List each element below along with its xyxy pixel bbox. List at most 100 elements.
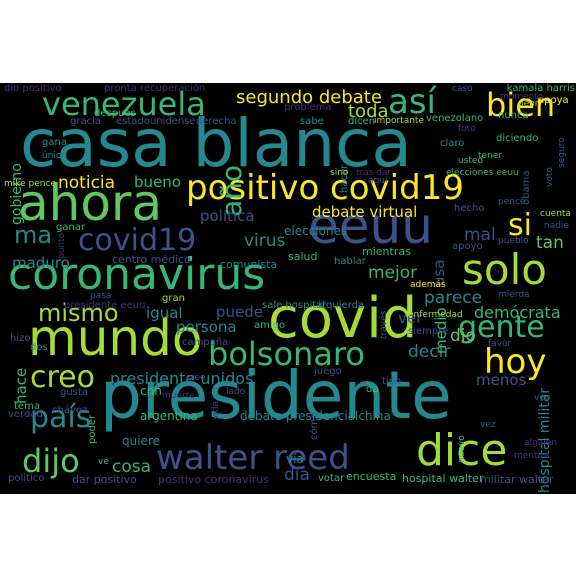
word-menos: menos bbox=[476, 371, 527, 389]
word-mierda: mierda bbox=[498, 290, 530, 300]
word-persona: persona bbox=[176, 318, 237, 336]
word-maduro: maduro bbox=[12, 254, 70, 272]
word-algaien: algaien bbox=[524, 438, 557, 448]
word-venezuela: venezuela bbox=[42, 85, 206, 123]
word-kamala-harris: kamala harris bbox=[506, 83, 575, 94]
word-dio-positivo: dio positivo bbox=[4, 83, 62, 94]
word-presidente-eeuu: presidente eeuu bbox=[64, 300, 146, 311]
word-poder: poder bbox=[87, 414, 98, 444]
word-claro: claro bbox=[440, 138, 465, 149]
word-hospital-walter: hospital walter bbox=[402, 472, 484, 485]
word-pais: país bbox=[30, 400, 92, 435]
word-veo: veo bbox=[534, 393, 551, 403]
word-bien: bien bbox=[486, 86, 556, 124]
word-caso: caso bbox=[452, 84, 473, 94]
word-cnn: cnn bbox=[140, 384, 162, 398]
word-usted: usted bbox=[458, 156, 484, 166]
word-dice: dice bbox=[416, 425, 508, 476]
word-covid19: covid19 bbox=[78, 223, 197, 258]
word-diciendo: diciendo bbox=[496, 133, 539, 144]
word-voto: voto bbox=[545, 167, 555, 187]
word-mismo: mismo bbox=[38, 299, 119, 327]
word-segundo-debate: segundo debate bbox=[236, 87, 382, 108]
word-decir: decir bbox=[408, 342, 451, 362]
word-cree: cree bbox=[186, 373, 206, 383]
word-peor: peor bbox=[518, 99, 539, 109]
word-salud: salud bbox=[288, 250, 318, 263]
word-foto: foto bbox=[458, 124, 476, 134]
word-punto: punto bbox=[57, 232, 67, 259]
word-mal: mal bbox=[464, 225, 496, 245]
word-hecho: hecho bbox=[454, 203, 485, 214]
word-encuesta: encuesta bbox=[346, 470, 397, 483]
word-da: da bbox=[366, 384, 379, 395]
word-dio: dio bbox=[450, 326, 476, 346]
word-sino: sino bbox=[330, 168, 349, 178]
word-votar: votar bbox=[318, 473, 345, 484]
word-elecciones: elecciones bbox=[284, 224, 348, 238]
word-bueno: bueno bbox=[134, 173, 181, 191]
word-tipo: tipo bbox=[382, 376, 402, 387]
word-creo: creo bbox=[30, 360, 95, 395]
word-gran: gran bbox=[162, 293, 185, 304]
word-ahora: ahora bbox=[18, 174, 163, 232]
word-casa-blanca: casa blanca bbox=[20, 105, 412, 182]
word-tras-dar: tras dar bbox=[356, 168, 392, 178]
word-hace: hace bbox=[12, 367, 30, 404]
word-ve: ve bbox=[98, 457, 109, 467]
word-juego: juego bbox=[314, 366, 342, 377]
word-chavez: chávez bbox=[52, 405, 88, 416]
word-dijo: dijo bbox=[22, 442, 80, 480]
word-noticia: noticia bbox=[58, 173, 116, 193]
word-walter-reed: walter reed bbox=[156, 438, 350, 478]
word-tener: tener bbox=[478, 151, 503, 161]
word-unico: único bbox=[42, 151, 67, 161]
word-amigo: amigo bbox=[254, 320, 286, 331]
word-nadie: nadie bbox=[544, 221, 569, 231]
word-democrata: demócrata bbox=[474, 303, 561, 322]
word-cosa: cosa bbox=[112, 457, 152, 477]
word-sale-hospital: sale hospital bbox=[262, 300, 326, 311]
word-lado: lado bbox=[226, 387, 246, 397]
word-gracia: gracia bbox=[70, 116, 101, 127]
word-dar-positivo: dar positivo bbox=[72, 473, 137, 486]
word-verdad: verdad bbox=[8, 409, 43, 420]
word-pence: pence bbox=[498, 197, 526, 207]
word-sabe: sabe bbox=[300, 116, 324, 127]
word-puede: puede bbox=[216, 303, 264, 321]
word-si: si bbox=[508, 208, 532, 243]
word-dia: día bbox=[284, 465, 310, 485]
word-aqui: aquí bbox=[368, 176, 388, 186]
word-campana: campaña bbox=[182, 337, 229, 348]
word-obama: obama bbox=[521, 170, 532, 205]
word-via: vía bbox=[286, 452, 304, 466]
word-mientras: mientras bbox=[362, 245, 411, 258]
word-argentina: argentina bbox=[140, 409, 198, 423]
word-comunista: comunista bbox=[220, 258, 278, 271]
word-mundo: mundo bbox=[28, 309, 203, 367]
word-ganar: ganar bbox=[56, 222, 86, 233]
word-cuenta: cuenta bbox=[540, 209, 571, 219]
word-debate-virtual: debate virtual bbox=[312, 203, 418, 221]
word-mike-pence: mike pence bbox=[4, 179, 56, 189]
word-traves: través bbox=[379, 310, 389, 339]
word-estadounidense: estadounidense bbox=[116, 116, 196, 127]
word-momento: momento bbox=[500, 92, 544, 102]
word-quiere: quiere bbox=[122, 434, 160, 448]
word-apoya: apoya bbox=[538, 95, 569, 106]
word-asi: así bbox=[388, 83, 436, 122]
word-eeuu: eeuu bbox=[308, 197, 433, 255]
word-izquierda: izquierda bbox=[318, 300, 365, 311]
word-militar-walter: militar walter bbox=[480, 473, 554, 486]
word-dicen: dicen bbox=[348, 116, 376, 127]
word-solo: solo bbox=[462, 245, 547, 294]
word-toda: toda bbox=[348, 101, 389, 122]
word-positivo-coronavirus: positivo coronavirus bbox=[158, 473, 269, 486]
word-debate-presidencialchina: debate presidencialchina bbox=[240, 409, 391, 423]
word-politico: politico bbox=[8, 473, 45, 484]
word-tema: tema bbox=[14, 401, 40, 412]
word-pueblo: pueblo bbox=[498, 236, 529, 246]
word-positivo-covid19: positivo covid19 bbox=[186, 168, 464, 208]
word-pasa: pasa bbox=[90, 291, 112, 301]
word-enfermedad: enfermedad bbox=[408, 310, 463, 320]
